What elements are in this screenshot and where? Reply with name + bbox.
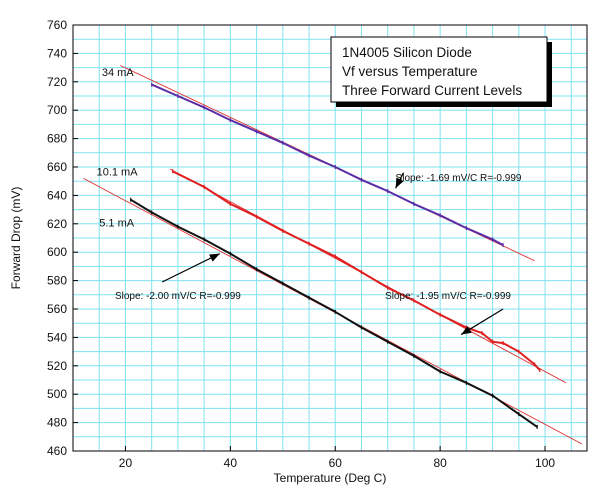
y-tick-label: 540 (47, 330, 67, 344)
y-tick-label: 460 (47, 444, 67, 458)
title-box: 1N4005 Silicon Diode Vf versus Temperatu… (330, 36, 552, 107)
x-tick-label: 100 (535, 456, 555, 470)
title-line-3: Three Forward Current Levels (342, 83, 522, 98)
y-tick-label: 600 (47, 245, 67, 259)
x-tick-label: 60 (329, 456, 343, 470)
axis-ticks: 20 40 60 80 100 460 480 500 520 540 560 580 600 620 64… (47, 18, 555, 470)
y-tick-label: 640 (47, 188, 67, 202)
x-tick-label: 80 (433, 456, 447, 470)
y-tick-label: 680 (47, 132, 67, 146)
slope-annotation: Slope: -1.69 mV/C R=-0.999 (396, 173, 522, 184)
title-line-1: 1N4005 Silicon Diode (342, 45, 472, 60)
x-tick-label: 40 (224, 456, 238, 470)
y-tick-label: 580 (47, 274, 67, 288)
plot-frame (72, 24, 588, 452)
x-tick-label: 20 (119, 456, 133, 470)
current-label: 10.1 mA (97, 167, 139, 179)
current-label: 5.1 mA (99, 218, 135, 230)
annotation-arrow-shaft (161, 253, 221, 283)
title-line-2: Vf versus Temperature (342, 64, 478, 79)
current-label: 34 mA (102, 67, 134, 79)
annotation-arrow-head (209, 253, 220, 262)
y-tick-label: 700 (47, 103, 67, 117)
y-tick-label: 660 (47, 160, 67, 174)
y-tick-label: 560 (47, 302, 67, 316)
y-tick-label: 480 (47, 416, 67, 430)
y-tick-label: 720 (47, 75, 67, 89)
series-line-2 (172, 170, 541, 371)
annotation-arrow-head (461, 325, 472, 335)
slope-annotation: Slope: -2.00 mV/C R=-0.999 (115, 291, 241, 302)
slope-annotation: Slope: -1.95 mV/C R=-0.999 (385, 291, 511, 302)
y-tick-label: 520 (47, 359, 67, 373)
annotation-arrow-head (395, 177, 404, 189)
y-tick-label: 620 (47, 217, 67, 231)
y-tick-label: 500 (47, 387, 67, 401)
y-tick-label: 740 (47, 46, 67, 60)
series-lines (130, 82, 541, 429)
y-axis-label: Forward Drop (mV) (9, 187, 23, 290)
annotations: 34 mA 10.1 mA 5.1 mA Slope: -1.69 mV/C R=-0… (97, 67, 522, 336)
x-axis-label: Temperature (Deg C) (274, 471, 387, 485)
y-tick-label: 760 (47, 18, 67, 32)
